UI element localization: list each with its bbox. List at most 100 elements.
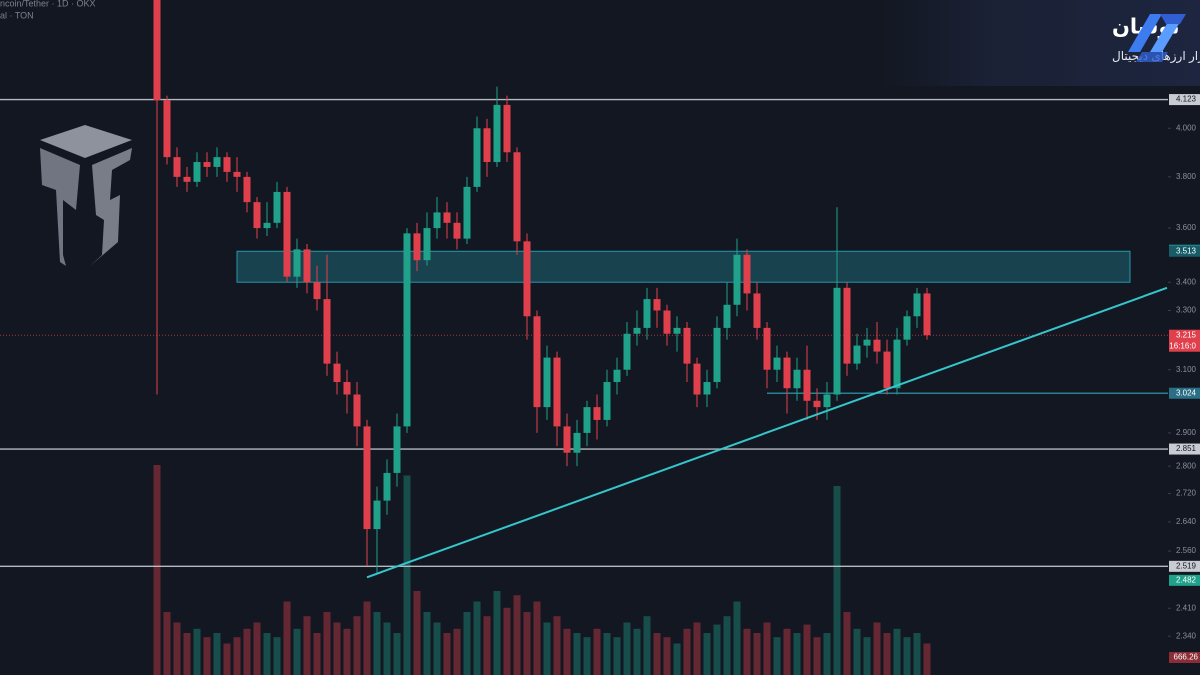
candle-body [233,171,241,177]
candle-body [483,128,491,163]
candle-body [303,249,311,283]
candle-body [763,327,771,370]
volume-bar [483,616,491,675]
candle-body [473,128,481,187]
volume-bar [533,601,541,675]
volume-bar [803,624,811,675]
candle-body [463,186,471,239]
volume-bar [163,612,171,675]
volume-bar [723,616,731,675]
price-badge-label: 2.851 [1176,444,1197,453]
candle-body [363,426,371,530]
volume-bar [573,633,581,675]
candle-body [193,162,201,182]
volume-bar [153,465,161,675]
volume-bar [913,633,921,675]
price-badge-label: 2.519 [1176,561,1197,570]
candle-body [633,327,641,334]
candle-body [713,327,721,383]
volume-bar [543,622,551,675]
volume-bar [783,628,791,675]
candle-body [383,472,391,501]
volume-bar [373,612,381,675]
volume-bar [473,601,481,675]
candle-body [843,287,851,364]
y-tick-label: 4.000 [1176,123,1197,132]
volume-bar [553,616,561,675]
volume-bar [503,607,511,675]
candle-body [723,304,731,328]
volume-bar [923,643,931,675]
volume-bar [263,633,271,675]
brand-logo [1128,14,1186,62]
volume-bar [903,637,911,675]
axis-layer: 4.2004.0003.8003.6003.4003.3003.1002.900… [1168,77,1200,663]
candle-body [323,299,331,364]
candle-body [353,394,361,427]
price-badge [1169,387,1200,399]
candle-body [283,191,291,277]
candle-body [413,233,421,261]
candle-body [783,357,791,389]
y-tick-label: 2.410 [1176,603,1197,612]
candle-body [743,254,751,294]
price-badge-label: 4.123 [1176,95,1197,104]
volume-bar [673,643,681,675]
candle-body [673,327,681,334]
volume-bar [663,637,671,675]
candle-body [693,363,701,395]
candle-body [733,254,741,305]
volume-bar [863,637,871,675]
volume-bar [793,633,801,675]
symbol-subtitle: al · TON [0,10,34,20]
volume-bar [253,622,261,675]
candle-body [313,282,321,300]
volume-bar [173,622,181,675]
resistance-zone [236,250,1131,283]
volume-bar [283,601,291,675]
volume-bar [523,612,531,675]
volume-bar [563,628,571,675]
candle-body [173,157,181,177]
candle-body [223,157,231,172]
volume-bar [623,622,631,675]
volume-bar [833,486,841,675]
candle-body [523,241,531,317]
volume-bar [743,628,751,675]
volume-bar [653,633,661,675]
y-tick-label: 2.720 [1176,489,1197,498]
volume-bar [613,637,621,675]
candle-body [533,316,541,408]
volume-bar [233,637,241,675]
price-badge [1169,574,1200,586]
candle-body [793,369,801,389]
volume-bar [713,624,721,675]
candle-body [703,382,711,395]
candle-body [873,339,881,352]
volume-bar [343,628,351,675]
level-layer [0,98,1168,568]
candle-body [373,500,381,530]
volume-bar [593,628,601,675]
volume-bar [293,628,301,675]
watermark-logo [40,125,132,266]
y-tick-label: 3.300 [1176,306,1197,315]
volume-badge [1169,652,1200,663]
countdown-label: 16:16:0 [1169,341,1196,350]
price-badge [1169,94,1200,106]
candle-body [263,222,271,229]
candle-body [183,176,191,182]
candle-body [903,316,911,340]
candle-body [453,222,461,239]
overlay-layer [366,286,1168,579]
volume-bar [753,633,761,675]
volume-bar [853,628,861,675]
candle-body [153,0,161,101]
price-badge-label: 2.482 [1176,575,1197,584]
candle-body [753,293,761,328]
candle-body [213,157,221,167]
candle-body [493,104,501,163]
volume-layer [153,465,931,675]
candle-body [203,162,211,167]
